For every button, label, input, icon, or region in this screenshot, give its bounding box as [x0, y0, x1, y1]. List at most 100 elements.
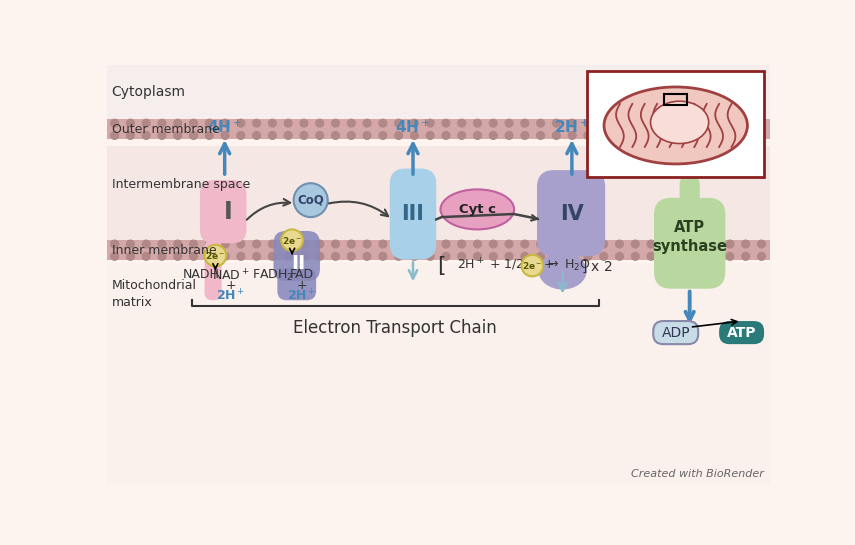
- Circle shape: [647, 252, 655, 260]
- Circle shape: [694, 119, 702, 127]
- Circle shape: [569, 252, 576, 260]
- Circle shape: [158, 119, 166, 127]
- Circle shape: [569, 240, 576, 248]
- Circle shape: [111, 132, 119, 140]
- Bar: [107, 240, 770, 250]
- Circle shape: [474, 119, 481, 127]
- Circle shape: [537, 252, 545, 260]
- Circle shape: [142, 132, 150, 140]
- Circle shape: [427, 240, 434, 248]
- Circle shape: [410, 132, 418, 140]
- Circle shape: [142, 240, 150, 248]
- Circle shape: [694, 132, 702, 140]
- Text: CoQ: CoQ: [298, 193, 324, 207]
- Circle shape: [142, 252, 150, 260]
- Bar: [664, 94, 687, 105]
- Circle shape: [427, 119, 434, 127]
- Text: 2e$^-$: 2e$^-$: [205, 250, 226, 261]
- Circle shape: [127, 240, 134, 248]
- Circle shape: [505, 240, 513, 248]
- Text: Cytoplasm: Cytoplasm: [111, 86, 186, 99]
- Circle shape: [552, 119, 560, 127]
- Circle shape: [281, 229, 303, 251]
- Circle shape: [395, 252, 403, 260]
- Circle shape: [379, 240, 386, 248]
- Circle shape: [158, 240, 166, 248]
- Circle shape: [315, 132, 323, 140]
- Circle shape: [111, 240, 119, 248]
- Circle shape: [285, 119, 292, 127]
- Circle shape: [221, 119, 229, 127]
- Circle shape: [253, 240, 261, 248]
- Circle shape: [293, 183, 327, 217]
- Circle shape: [174, 240, 181, 248]
- FancyBboxPatch shape: [390, 168, 436, 259]
- Text: III: III: [402, 204, 424, 224]
- Circle shape: [190, 252, 198, 260]
- Circle shape: [694, 252, 702, 260]
- Circle shape: [474, 132, 481, 140]
- Circle shape: [489, 240, 497, 248]
- Text: Inner membrane: Inner membrane: [111, 244, 216, 257]
- Circle shape: [537, 132, 545, 140]
- Circle shape: [569, 132, 576, 140]
- Circle shape: [174, 132, 181, 140]
- FancyBboxPatch shape: [653, 321, 699, 344]
- Circle shape: [253, 252, 261, 260]
- Circle shape: [457, 240, 466, 248]
- Circle shape: [379, 252, 386, 260]
- Circle shape: [505, 252, 513, 260]
- Circle shape: [600, 132, 608, 140]
- FancyBboxPatch shape: [277, 268, 316, 300]
- Circle shape: [647, 132, 655, 140]
- Circle shape: [457, 132, 466, 140]
- Circle shape: [174, 252, 181, 260]
- Text: I: I: [223, 199, 233, 223]
- Circle shape: [127, 119, 134, 127]
- Text: $]$ x 2: $]$ x 2: [581, 258, 613, 275]
- Circle shape: [204, 245, 227, 267]
- Text: Electron Transport Chain: Electron Transport Chain: [293, 319, 497, 337]
- Text: 4H$^+$: 4H$^+$: [207, 119, 242, 136]
- Circle shape: [679, 240, 687, 248]
- Circle shape: [758, 240, 765, 248]
- Circle shape: [442, 119, 450, 127]
- Circle shape: [647, 119, 655, 127]
- Circle shape: [694, 240, 702, 248]
- Circle shape: [663, 240, 670, 248]
- Circle shape: [410, 119, 418, 127]
- Circle shape: [584, 252, 592, 260]
- Bar: [107, 250, 770, 260]
- Circle shape: [395, 119, 403, 127]
- Text: $[$: $[$: [438, 254, 446, 277]
- Circle shape: [285, 240, 292, 248]
- Bar: [587, 71, 764, 177]
- Circle shape: [537, 240, 545, 248]
- Circle shape: [363, 252, 371, 260]
- Circle shape: [521, 240, 528, 248]
- Circle shape: [315, 119, 323, 127]
- Circle shape: [726, 240, 734, 248]
- Circle shape: [711, 132, 718, 140]
- Circle shape: [237, 132, 245, 140]
- Text: NAD$^+$: NAD$^+$: [212, 268, 250, 283]
- Circle shape: [758, 252, 765, 260]
- FancyBboxPatch shape: [274, 231, 320, 281]
- Circle shape: [285, 132, 292, 140]
- Circle shape: [205, 240, 213, 248]
- Circle shape: [711, 252, 718, 260]
- Circle shape: [569, 119, 576, 127]
- Text: Outer membrane: Outer membrane: [111, 123, 220, 136]
- Circle shape: [742, 240, 750, 248]
- Text: ATP
synthase: ATP synthase: [652, 220, 727, 254]
- Circle shape: [253, 119, 261, 127]
- Circle shape: [332, 240, 339, 248]
- Circle shape: [205, 119, 213, 127]
- Circle shape: [474, 240, 481, 248]
- Circle shape: [537, 119, 545, 127]
- Circle shape: [347, 119, 355, 127]
- Bar: [107, 65, 770, 123]
- Circle shape: [584, 240, 592, 248]
- Circle shape: [600, 252, 608, 260]
- Circle shape: [190, 240, 198, 248]
